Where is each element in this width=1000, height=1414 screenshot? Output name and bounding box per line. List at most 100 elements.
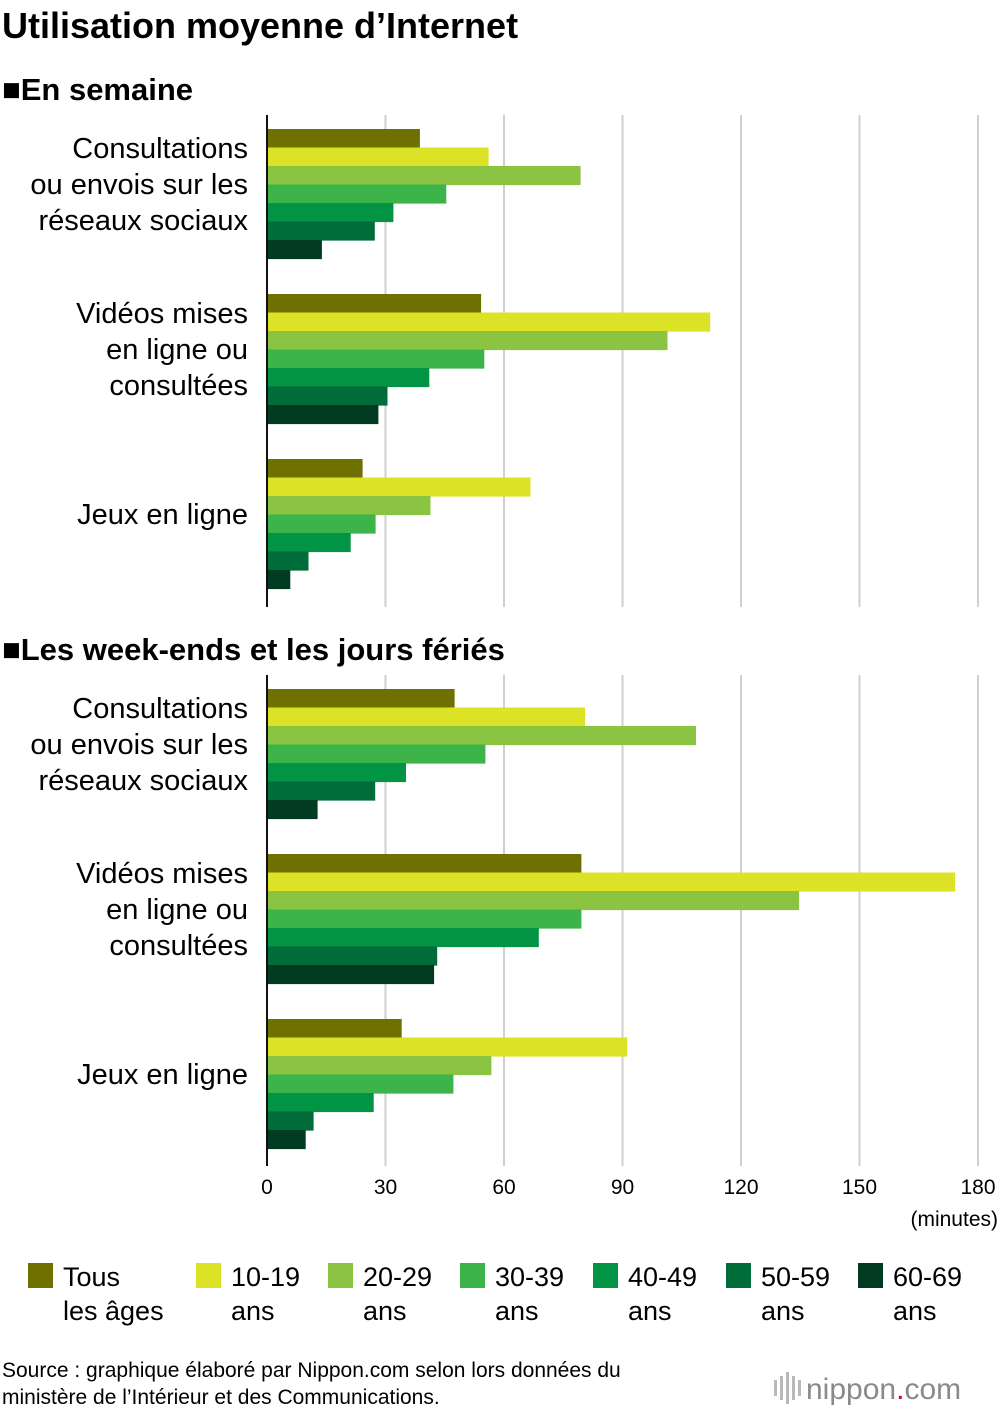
category-label: consultées xyxy=(109,930,248,962)
legend-label: 10-19 xyxy=(231,1262,300,1292)
x-tick-label: 150 xyxy=(842,1176,877,1199)
legend-swatch xyxy=(28,1263,53,1288)
legend-label: ans xyxy=(363,1296,407,1326)
bar xyxy=(267,946,438,966)
legend-item: 10-19 ans xyxy=(196,1262,300,1326)
bar xyxy=(267,129,420,149)
bar xyxy=(267,496,431,516)
x-tick-label: 0 xyxy=(261,1176,273,1199)
bar xyxy=(267,1019,402,1039)
category-label: ou envois sur les xyxy=(30,169,248,201)
bar xyxy=(267,689,455,709)
bar xyxy=(267,240,322,260)
category-label: Vidéos mises xyxy=(76,298,248,330)
x-tick-label: 60 xyxy=(492,1176,515,1199)
legend-item: 60-69 ans xyxy=(858,1262,962,1326)
bar xyxy=(267,872,956,892)
bar xyxy=(267,459,363,479)
legend-label: 20-29 xyxy=(363,1262,432,1292)
bar xyxy=(267,294,482,314)
bar xyxy=(267,514,376,534)
category-label: Consultations xyxy=(72,133,248,165)
legend-swatch xyxy=(858,1263,883,1288)
category-label: Vidéos mises xyxy=(76,858,248,890)
legend-label: ans xyxy=(628,1296,672,1326)
bar xyxy=(267,221,375,241)
chart-panel-1: ■En semaine Consultations ou envois sur le… xyxy=(2,72,979,607)
legend-item: 40-49 ans xyxy=(593,1262,697,1326)
legend-swatch xyxy=(593,1263,618,1288)
bar xyxy=(267,349,485,369)
bar xyxy=(267,147,489,167)
x-tick-label: 30 xyxy=(374,1176,397,1199)
legend-item: 50-59 ans xyxy=(726,1262,830,1326)
bar xyxy=(267,1093,374,1113)
legend-item: Tous les âges xyxy=(28,1262,164,1326)
legend-label: ans xyxy=(893,1296,937,1326)
legend-swatch xyxy=(196,1263,221,1288)
x-tick-label: 90 xyxy=(611,1176,634,1199)
bar xyxy=(267,707,585,727)
legend-label: ans xyxy=(495,1296,539,1326)
bar xyxy=(267,405,379,425)
bar xyxy=(267,184,447,204)
legend-label: 30-39 xyxy=(495,1262,564,1292)
bar xyxy=(267,800,318,820)
x-axis-unit: (minutes) xyxy=(910,1208,998,1231)
panel-title: ■Les week-ends et les jours fériés xyxy=(2,632,505,667)
brand-dot: . xyxy=(896,1373,904,1406)
bar xyxy=(267,726,696,746)
bar xyxy=(267,891,800,911)
bar xyxy=(267,312,711,332)
bar xyxy=(267,533,351,553)
category-label: réseaux sociaux xyxy=(38,205,248,237)
legend-label: 50-59 xyxy=(761,1262,830,1292)
source-note-line-2: ministère de l’Intérieur et des Communic… xyxy=(2,1386,440,1409)
legend-label: ans xyxy=(761,1296,805,1326)
legend-item: 20-29 ans xyxy=(328,1262,432,1326)
legend-label: ans xyxy=(231,1296,275,1326)
legend-item: 30-39 ans xyxy=(460,1262,564,1326)
bar xyxy=(267,1037,628,1057)
bar xyxy=(267,1130,306,1150)
category-label: en ligne ou xyxy=(106,894,248,926)
brand-name: nippon xyxy=(806,1373,896,1406)
x-tick-label: 180 xyxy=(960,1176,995,1199)
x-tick-label: 120 xyxy=(723,1176,758,1199)
category-label: Consultations xyxy=(72,693,248,725)
panel-title: ■En semaine xyxy=(2,72,193,107)
bar xyxy=(267,570,291,590)
legend-label: Tous xyxy=(63,1262,120,1292)
bar xyxy=(267,166,581,186)
legend-label: 60-69 xyxy=(893,1262,962,1292)
bar xyxy=(267,386,388,406)
bar xyxy=(267,1074,454,1094)
bar xyxy=(267,909,582,929)
source-note-line-1: Source : graphique élaboré par Nippon.co… xyxy=(2,1359,621,1382)
bar xyxy=(267,1111,314,1131)
category-label: Jeux en ligne xyxy=(77,499,248,531)
category-label: ou envois sur les xyxy=(30,729,248,761)
brand-tld: com xyxy=(904,1373,961,1406)
bar xyxy=(267,203,394,223)
bar xyxy=(267,477,531,497)
category-label: consultées xyxy=(109,370,248,402)
bar xyxy=(267,965,435,985)
bar xyxy=(267,928,539,948)
bar xyxy=(267,1056,492,1076)
legend-swatch xyxy=(726,1263,751,1288)
category-label: en ligne ou xyxy=(106,334,248,366)
legend-swatch xyxy=(328,1263,353,1288)
chart-title: Utilisation moyenne d’Internet xyxy=(2,5,518,46)
bar xyxy=(267,781,376,801)
legend-label: 40-49 xyxy=(628,1262,697,1292)
legend-swatch xyxy=(460,1263,485,1288)
legend-label: les âges xyxy=(63,1296,164,1326)
bar xyxy=(267,744,486,764)
bar xyxy=(267,368,430,388)
category-label: réseaux sociaux xyxy=(38,765,248,797)
bar xyxy=(267,763,406,783)
brand-logo: nippon.com xyxy=(774,1372,961,1406)
bar xyxy=(267,854,582,874)
